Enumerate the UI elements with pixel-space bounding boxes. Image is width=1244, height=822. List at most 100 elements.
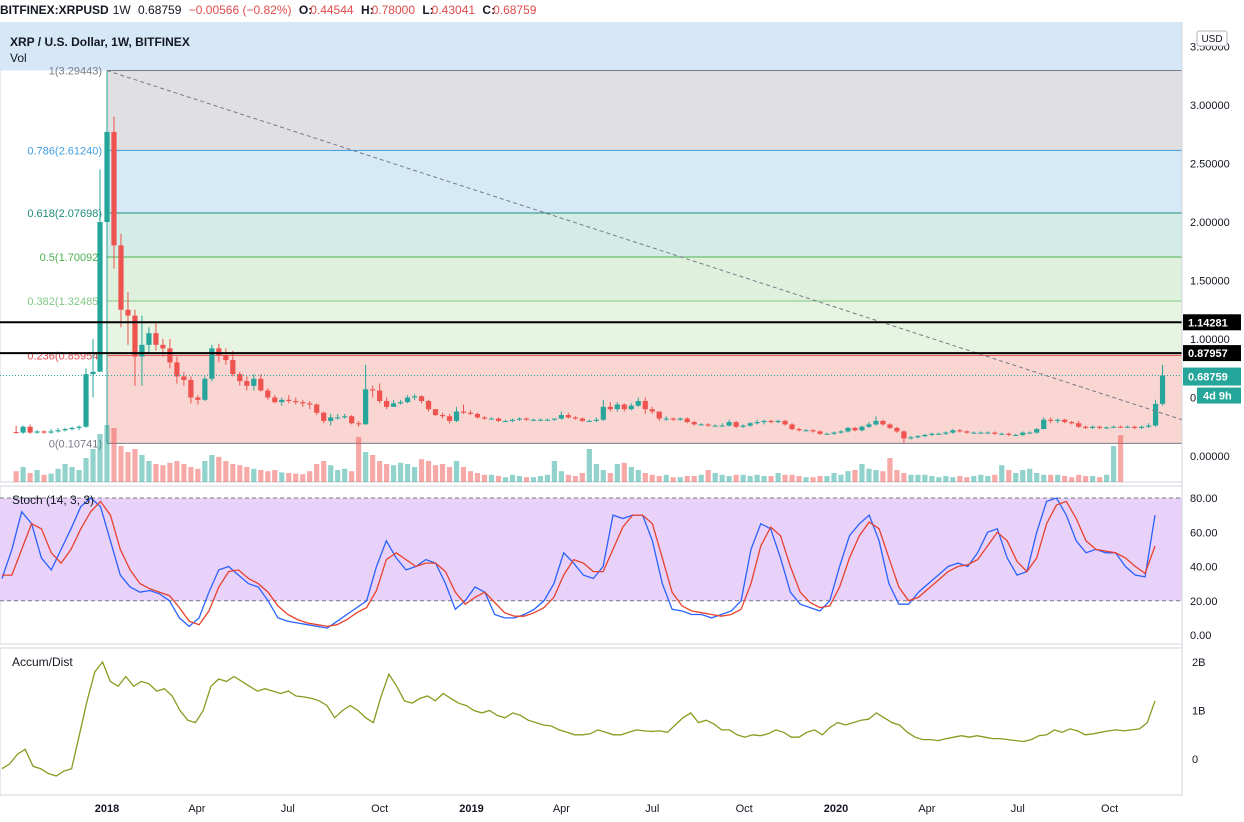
candle-body: [831, 432, 837, 434]
candle-body: [1145, 425, 1152, 427]
volume-bar: [153, 464, 159, 482]
volume-bar: [705, 470, 711, 482]
candle-body: [1069, 422, 1075, 424]
open-value: 0.44544: [310, 3, 354, 17]
candle-body: [537, 419, 544, 421]
candle-body: [761, 420, 767, 423]
candle-body: [132, 315, 138, 357]
volume-bar: [216, 456, 222, 482]
stoch-k-line: [1, 497, 1156, 629]
countdown-tag-bg: [1197, 387, 1241, 404]
volume-bar: [544, 474, 550, 482]
volume-bar: [663, 474, 669, 482]
volume-bar: [761, 476, 767, 482]
fib-label: 0.618(2.07698): [27, 208, 102, 220]
volume-bar: [223, 461, 229, 482]
volume-bar: [279, 472, 285, 482]
volume-bar: [894, 470, 900, 482]
candle-body: [97, 222, 103, 372]
volume-bar: [838, 474, 844, 482]
volume-bar: [349, 471, 355, 482]
volume-bar: [523, 477, 530, 482]
stoch-d-line: [2, 500, 1156, 628]
volume-bar: [1041, 474, 1047, 482]
candle-body: [873, 420, 879, 425]
close-value: 0.68759: [493, 3, 537, 17]
volume-bar: [1062, 476, 1068, 482]
volume-bar: [880, 471, 886, 482]
candle-body: [223, 355, 229, 361]
candle-body: [754, 422, 760, 424]
volume-bar: [1104, 474, 1110, 482]
volume-bar: [824, 476, 830, 482]
candle-body: [160, 344, 166, 349]
time-tick: Jul: [1011, 803, 1025, 815]
candle-body: [551, 418, 557, 420]
fib-label: 0.786(2.61240): [27, 145, 102, 157]
candle-body: [670, 418, 676, 420]
time-tick: Oct: [1101, 803, 1118, 815]
volume-bar: [754, 474, 760, 482]
currency-button[interactable]: USD: [1196, 30, 1228, 47]
volume-bar: [321, 461, 327, 482]
candle-body: [929, 433, 935, 435]
candle-body: [104, 131, 110, 222]
candle-body: [936, 433, 942, 435]
volume-bar: [34, 470, 40, 482]
candle-body: [852, 427, 858, 431]
candles: [13, 70, 1166, 444]
candle-body: [950, 430, 956, 433]
stoch-title: Stoch (14, 3, 3): [12, 493, 94, 507]
candle-body: [845, 427, 851, 432]
last-price-tag-bg: [1183, 367, 1241, 386]
candle-body: [146, 333, 152, 345]
candle-body: [467, 412, 474, 414]
volume-bar: [328, 465, 334, 482]
candle-body: [733, 422, 739, 427]
volume-bar: [698, 474, 704, 482]
volume-bar: [971, 476, 977, 482]
candle-body: [76, 426, 82, 428]
volume-bar: [565, 474, 571, 482]
candle-body: [1027, 432, 1033, 434]
volume-bars: [13, 425, 1124, 482]
accum-dist-pane: [0, 647, 1183, 796]
candle-body: [174, 362, 180, 377]
candle-body: [600, 406, 606, 420]
volume-bar: [873, 470, 879, 482]
candle-body: [677, 418, 683, 420]
candle-body: [48, 431, 54, 433]
candle-body: [628, 405, 634, 410]
price-tag: 0.87957: [1188, 348, 1228, 360]
volume-bar: [607, 473, 613, 482]
last-price-tag: 0.68759: [1188, 372, 1228, 384]
volume-bar: [167, 462, 173, 482]
vol-label: Vol: [10, 51, 27, 65]
volume-bar: [160, 465, 166, 482]
candle-body: [237, 374, 243, 382]
volume-bar: [866, 468, 872, 482]
price-tick: 2.50000: [1190, 159, 1230, 171]
candle-body: [307, 403, 313, 405]
candle-body: [544, 419, 550, 421]
stoch-tick: 80.00: [1190, 493, 1218, 505]
volume-bar: [342, 468, 348, 482]
interval-label[interactable]: 1W: [112, 3, 131, 17]
volume-bar: [572, 476, 578, 482]
chart-canvas[interactable]: 1(3.29443) 0.786(2.61240) 0.618(2.07698) 0.…: [0, 22, 1244, 822]
volume-bar: [55, 468, 61, 482]
candle-body: [908, 437, 914, 439]
fib-label: 0.5(1.70092): [40, 252, 102, 264]
volume-bar: [782, 474, 788, 482]
candle-body: [20, 426, 26, 433]
volume-bar: [551, 461, 557, 482]
symbol-label[interactable]: BITFINEX:XRPUSD: [0, 3, 109, 17]
volume-bar: [314, 464, 320, 482]
time-tick: Apr: [918, 803, 935, 815]
candle-body: [880, 420, 886, 425]
low-key: L:: [422, 3, 434, 17]
candle-body: [530, 419, 537, 421]
candle-body: [712, 425, 718, 427]
candle-body: [838, 431, 844, 433]
volume-bar: [614, 464, 620, 482]
